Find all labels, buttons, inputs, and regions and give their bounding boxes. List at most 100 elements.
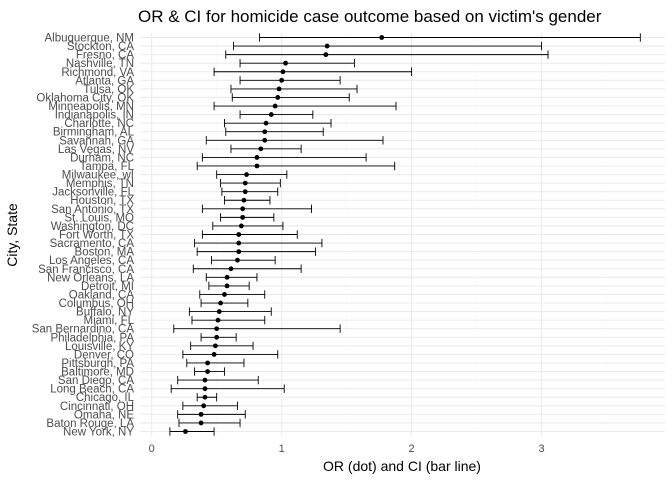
or-dot (279, 77, 285, 83)
or-dot (202, 386, 208, 392)
or-dot (236, 240, 242, 246)
x-tick-label: 3 (538, 443, 544, 455)
or-dot (258, 146, 264, 152)
x-tick-labels: 0 1 2 3 (149, 443, 545, 455)
or-dot (224, 283, 230, 289)
or-dot (272, 103, 278, 109)
or-dot (212, 343, 218, 349)
or-dot (324, 43, 330, 49)
y-tick-label: Savannah, GA (59, 135, 134, 147)
or-dot (183, 429, 188, 434)
or-dot (214, 334, 220, 340)
y-tick-label: Long Beach, CA (50, 384, 134, 396)
y-tick-label: Charlotte, NC (64, 118, 134, 130)
or-dot (205, 360, 210, 366)
y-tick-label: Baton Rouge, LA (46, 418, 134, 430)
or-dots (183, 35, 385, 434)
y-tick-label: Louisville, KY (65, 341, 134, 353)
y-tick-label: Omaha, NE (74, 409, 134, 421)
y-tick-label: San Diego, CA (58, 375, 134, 387)
ci-bars (169, 33, 641, 436)
y-tick-label: Fresno, CA (76, 50, 134, 62)
y-tick-label: Richmond, VA (61, 67, 134, 79)
y-tick-label: Oakland, CA (69, 289, 135, 301)
y-tick-label: Birmingham, AL (53, 127, 135, 139)
y-axis-title: City, State (4, 203, 20, 267)
or-dot (218, 300, 223, 306)
x-tick-label: 1 (279, 443, 285, 455)
y-tick-label: Tulsa, OK (83, 84, 134, 96)
y-tick-label: Nashville, TN (66, 58, 134, 70)
y-tick-label: Columbus, OH (59, 298, 134, 310)
or-dot (241, 197, 247, 203)
y-tick-label: San Bernardino, CA (32, 324, 135, 336)
y-tick-label: Sacramento, CA (50, 238, 135, 250)
y-tick-label: Boston, MA (75, 247, 135, 259)
or-dot (262, 129, 268, 135)
y-tick-label: Buffalo, NY (76, 307, 134, 319)
x-tick-label: 0 (149, 443, 155, 455)
or-dot (276, 86, 282, 92)
or-dot (202, 394, 208, 400)
y-tick-label: Detroit, MI (81, 281, 134, 293)
or-dot (222, 292, 227, 297)
or-dot (242, 180, 248, 186)
chart-title: OR & CI for homicide case outcome based … (138, 7, 602, 26)
or-dot (244, 172, 249, 177)
or-dot (242, 189, 248, 195)
or-dot (216, 309, 222, 314)
y-tick-label: Indianapolis, IN (55, 110, 134, 122)
or-dot (379, 35, 385, 40)
y-tick-label: Albuquerque, NM (45, 33, 135, 45)
y-tick-label: Miami, FL (84, 315, 135, 327)
y-tick-label: Los Angeles, CA (49, 255, 134, 267)
y-tick-label: San Francisco, CA (38, 264, 134, 276)
y-tick-label: Chicago, IL (76, 392, 135, 404)
y-tick-label: Houston, TX (70, 195, 134, 207)
or-dot (283, 60, 288, 66)
y-tick-label: Las Vegas, NV (58, 144, 134, 156)
or-dot (214, 326, 220, 332)
or-dot (224, 274, 230, 280)
y-tick-label: Tampa, FL (80, 161, 135, 173)
or-dot (235, 257, 240, 263)
y-tick-label: Philadelphia, PA (50, 332, 134, 344)
or-dot (202, 377, 208, 383)
or-dot (262, 137, 268, 143)
or-dot (254, 155, 260, 160)
y-tick-label: Atlanta, GA (75, 75, 134, 87)
y-tick-label: Denver, CO (74, 349, 134, 361)
or-dot (254, 163, 260, 169)
or-dot (198, 420, 204, 426)
or-dot (240, 214, 246, 220)
or-dot (228, 266, 234, 272)
x-axis-title: OR (dot) and CI (bar line) (323, 458, 481, 474)
y-tick-label: Jacksonville, FL (52, 187, 134, 199)
y-tick-label: Durham, NC (70, 152, 134, 164)
or-dot (240, 206, 246, 212)
or-dot (236, 249, 242, 255)
or-dot (198, 411, 204, 417)
or-dot (275, 95, 281, 100)
y-tick-label: New Orleans, LA (47, 272, 134, 284)
or-dot (323, 52, 329, 58)
x-tick-label: 2 (409, 443, 415, 455)
y-tick-label: Memphis, TN (66, 178, 134, 190)
y-tick-label: Cincinnati, OH (60, 401, 134, 413)
y-tick-label: Minneapolis, MN (48, 101, 134, 113)
or-dot (280, 69, 286, 75)
y-tick-label: St. Louis, MO (64, 212, 134, 224)
or-dot (201, 403, 207, 409)
y-tick-label: Milwaukee, wI (62, 170, 134, 182)
or-dot (238, 223, 244, 229)
y-tick-label: New York, NY (63, 427, 134, 439)
y-tick-label: San Antonio, TX (51, 204, 134, 216)
or-dot (263, 120, 269, 126)
y-tick-label: Oklahoma City, OK (36, 92, 134, 104)
or-dot (215, 317, 221, 323)
y-tick-label: Fort Worth, TX (59, 230, 134, 242)
or-dot (205, 369, 210, 374)
y-tick-label: Baltimore, MD (61, 367, 134, 379)
